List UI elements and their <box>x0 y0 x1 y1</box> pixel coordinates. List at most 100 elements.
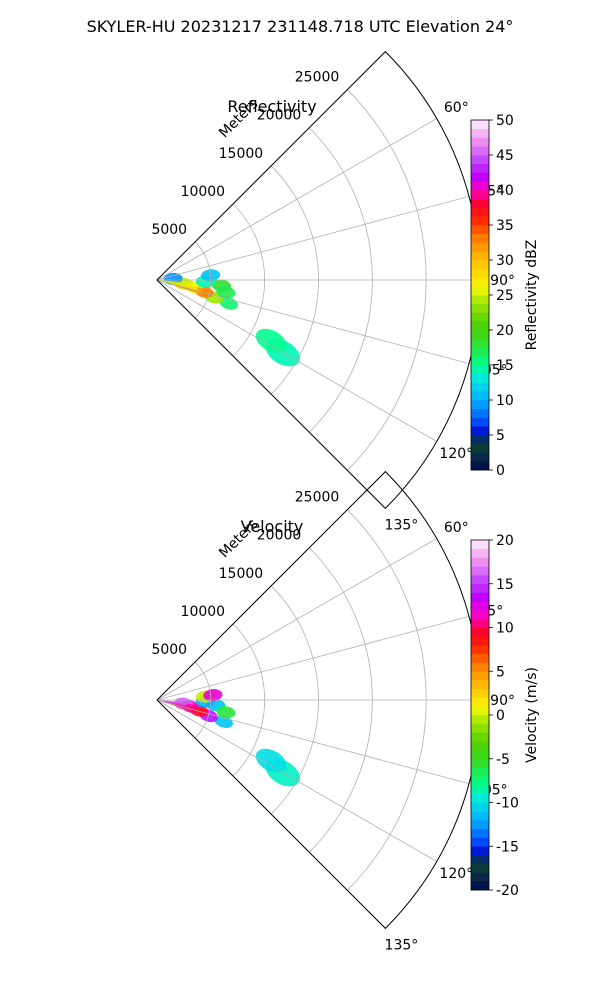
colorbar-tick-label: 45 <box>496 148 514 164</box>
colorbar-segment <box>471 741 489 751</box>
colorbar-tick-label: -10 <box>496 796 519 812</box>
colorbar-segment <box>471 688 489 698</box>
azimuth-tick-label: 60° <box>444 520 469 536</box>
colorbar-segment <box>471 330 489 340</box>
colorbar-segment <box>471 758 489 768</box>
range-tick-label: 5000 <box>151 642 187 658</box>
azimuth-tick-label: 120° <box>439 446 473 462</box>
colorbar-segment <box>471 172 489 182</box>
colorbar-segment <box>471 548 489 558</box>
chart-title: Velocity <box>241 517 304 536</box>
colorbar-segment <box>471 461 489 471</box>
colorbar-tick-label: 20 <box>496 323 514 339</box>
colorbar-segment <box>471 837 489 847</box>
colorbar-segment <box>471 872 489 882</box>
colorbar-segment <box>471 540 489 550</box>
colorbar-segment <box>471 566 489 576</box>
colorbar-segment <box>471 198 489 208</box>
echo-region <box>203 689 223 702</box>
colorbar-segment <box>471 286 489 296</box>
colorbar-segment <box>471 233 489 243</box>
colorbar-segment <box>471 312 489 322</box>
azimuth-tick-label: 135° <box>385 937 419 953</box>
azimuth-spoke <box>156 699 437 862</box>
colorbar-segment <box>471 601 489 611</box>
azimuth-spoke <box>156 538 437 701</box>
azimuth-tick-label: 120° <box>439 866 473 882</box>
colorbar-segment <box>471 321 489 331</box>
colorbar-tick-label: 15 <box>496 577 514 593</box>
colorbar-segment <box>471 155 489 165</box>
azimuth-spoke <box>156 118 437 281</box>
colorbar-tick-label: 5 <box>496 428 505 444</box>
polar-chart-reflectivity: 50001000015000200002500060°75°90°105°120… <box>151 50 540 533</box>
colorbar-tick-label: 0 <box>496 708 505 724</box>
colorbar: -20 -15 -10 -5 0 5 10 15 20 Velocity (m/s) <box>470 533 540 899</box>
colorbar-segment <box>471 627 489 637</box>
colorbar-segment <box>471 846 489 856</box>
colorbar-tick-label: 30 <box>496 253 514 269</box>
colorbar-segment <box>471 216 489 226</box>
azimuth-spoke <box>156 616 470 701</box>
colorbar-segment <box>471 391 489 401</box>
azimuth-spoke <box>156 196 470 281</box>
chart-title: Reflectivity <box>227 97 316 116</box>
colorbar-segment <box>471 435 489 445</box>
colorbar-segment <box>471 750 489 760</box>
range-tick-label: 15000 <box>219 146 264 162</box>
azimuth-tick-label: 135° <box>385 517 419 533</box>
colorbar-tick-label: -5 <box>496 752 510 768</box>
colorbar-segment <box>471 575 489 585</box>
echo-wedge <box>157 700 204 715</box>
colorbar-segment <box>471 645 489 655</box>
azimuth-tick-label: 60° <box>444 100 469 116</box>
colorbar-segment <box>471 785 489 795</box>
colorbar-segment <box>471 452 489 462</box>
colorbar-segment <box>471 426 489 436</box>
colorbar-segment <box>471 653 489 663</box>
colorbar-segment <box>471 225 489 235</box>
colorbar-segment <box>471 207 489 217</box>
range-tick-label: 10000 <box>181 604 226 620</box>
echo-wedge <box>157 700 187 707</box>
colorbar-tick-label: 40 <box>496 183 514 199</box>
colorbar-segment <box>471 303 489 313</box>
colorbar-segment <box>471 443 489 453</box>
echo-region <box>255 328 287 353</box>
colorbar-tick-label: 10 <box>496 621 514 637</box>
colorbar-segment <box>471 671 489 681</box>
colorbar-segment <box>471 767 489 777</box>
colorbar-label: Reflectivity dBZ <box>524 240 540 351</box>
colorbar-segment <box>471 793 489 803</box>
colorbar-segment <box>471 706 489 716</box>
colorbar-tick-label: 0 <box>496 463 505 479</box>
colorbar-segment <box>471 373 489 383</box>
range-tick-label: 15000 <box>219 566 264 582</box>
colorbar-tick-label: 50 <box>496 113 514 129</box>
colorbar-segment <box>471 260 489 270</box>
colorbar-segment <box>471 776 489 786</box>
colorbar-segment <box>471 242 489 252</box>
colorbar-segment <box>471 181 489 191</box>
colorbar-segment <box>471 715 489 725</box>
colorbar-segment <box>471 820 489 830</box>
colorbar-segment <box>471 137 489 147</box>
colorbar-tick-label: -15 <box>496 839 519 855</box>
azimuth-spoke <box>156 699 470 784</box>
range-tick-label: 25000 <box>295 70 340 86</box>
colorbar-segment <box>471 732 489 742</box>
colorbar-segment <box>471 146 489 156</box>
colorbar-segment <box>471 680 489 690</box>
azimuth-spoke <box>156 279 470 364</box>
colorbar-tick-label: 15 <box>496 358 514 374</box>
colorbar-segment <box>471 356 489 366</box>
colorbar-segment <box>471 251 489 261</box>
colorbar-segment <box>471 863 489 873</box>
colorbar-segment <box>471 128 489 138</box>
range-tick-label: 25000 <box>295 490 340 506</box>
colorbar-segment <box>471 190 489 200</box>
colorbar-segment <box>471 365 489 375</box>
colorbar-segment <box>471 723 489 733</box>
colorbar-label: Velocity (m/s) <box>524 667 540 763</box>
